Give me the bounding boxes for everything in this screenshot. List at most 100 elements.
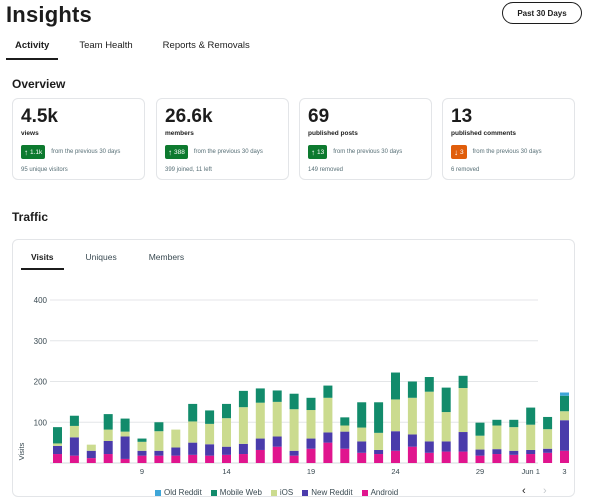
bar-segment — [509, 454, 519, 463]
bar-segment — [560, 411, 569, 421]
bar-segment — [53, 427, 62, 444]
chart-legend: Old Reddit Mobile Web iOS New Reddit And… — [155, 488, 398, 497]
bar-segment — [272, 390, 282, 402]
tab-uniques[interactable]: Uniques — [85, 252, 117, 262]
bar-segment — [357, 452, 367, 463]
bar-segment — [340, 448, 350, 463]
legend-item-ios[interactable]: iOS — [270, 488, 293, 497]
stat-card-published-comments: 13 published comments ↓ 3 from the previo… — [442, 98, 575, 180]
legend-swatch — [155, 489, 161, 496]
chevron-left-icon[interactable]: ‹ — [522, 485, 526, 497]
bar-segment — [509, 450, 519, 455]
bar-segment — [120, 431, 130, 437]
tab-team-health[interactable]: Team Health — [79, 40, 133, 51]
bar-segment — [374, 449, 384, 455]
bar-segment — [560, 420, 569, 451]
change-text: from the previous 30 days — [333, 149, 403, 155]
bar-segment — [171, 455, 181, 463]
bar-segment — [374, 402, 384, 433]
bar-segment — [272, 446, 282, 463]
bar-segment — [323, 385, 333, 398]
stat-value: 26.6k — [165, 106, 213, 127]
overview-title: Overview — [12, 77, 66, 91]
bar-segment — [543, 429, 553, 449]
bar-segment — [255, 438, 265, 450]
stat-card-views: 4.5k views ↑ 1.1k from the previous 30 da… — [12, 98, 145, 180]
change-text: from the previous 30 days — [51, 149, 121, 155]
bar-segment — [103, 454, 113, 463]
bar-segment — [53, 445, 62, 455]
date-range-button[interactable]: Past 30 Days — [502, 2, 582, 24]
bar-segment — [509, 419, 519, 428]
bar-segment — [154, 450, 164, 456]
stat-label: views — [21, 130, 39, 137]
bar-segment — [458, 375, 468, 389]
bar-segment — [391, 372, 400, 400]
chevron-right-icon[interactable]: › — [543, 485, 547, 497]
y-tick-label: 100 — [34, 418, 48, 427]
bar-segment — [306, 448, 316, 463]
stat-value: 4.5k — [21, 106, 58, 127]
bar-segment — [289, 450, 299, 456]
bar-segment — [458, 432, 468, 452]
bar-segment — [526, 449, 536, 455]
bar-segment — [272, 436, 282, 447]
bar-segment — [441, 387, 451, 413]
bar-segment — [205, 410, 215, 424]
bar-segment — [238, 454, 248, 463]
page-title: Insights — [6, 2, 92, 27]
bar-segment — [205, 423, 215, 445]
legend-item-old-reddit[interactable]: Old Reddit — [155, 488, 202, 497]
bar-segment — [238, 443, 248, 455]
bar-segment — [475, 422, 485, 436]
stat-subtext: 6 removed — [451, 167, 480, 173]
legend-item-mobile-web[interactable]: Mobile Web — [210, 488, 262, 497]
bar-segment — [323, 397, 333, 433]
tab-members[interactable]: Members — [148, 252, 185, 262]
legend-swatch — [302, 489, 309, 496]
bar-segment — [391, 399, 400, 432]
bar-segment — [272, 401, 282, 437]
bar-segment — [306, 438, 316, 449]
bar-segment — [86, 444, 96, 451]
bar-segment — [424, 391, 434, 442]
arrow-up-icon: ↑ — [24, 147, 28, 157]
arrow-up-icon: ↑ — [311, 147, 315, 157]
bar-segment — [222, 403, 231, 419]
tab-reports-removals[interactable]: Reports & Removals — [162, 40, 250, 51]
bar-segment — [69, 437, 79, 456]
bar-segment — [560, 450, 569, 463]
bar-segment — [289, 409, 299, 451]
bar-segment — [289, 455, 299, 463]
bar-segment — [154, 431, 164, 451]
arrow-down-icon: ↓ — [454, 147, 458, 157]
change-text: from the previous 30 days — [193, 149, 263, 155]
x-tick-label: 24 — [391, 467, 399, 476]
bar-segment — [492, 449, 502, 455]
traffic-tabs: Visits Uniques Members — [21, 252, 206, 270]
change-badge: ↑ 13 — [308, 145, 328, 159]
bar-segment — [120, 458, 130, 463]
bar-segment — [374, 432, 384, 450]
bar-segment — [560, 392, 569, 396]
tab-activity[interactable]: Activity — [6, 40, 59, 60]
bar-segment — [103, 414, 113, 430]
legend-item-new-reddit[interactable]: New Reddit — [302, 488, 353, 497]
bar-segment — [357, 441, 367, 453]
y-tick-label: 200 — [34, 378, 48, 387]
legend-item-android[interactable]: Android — [361, 488, 398, 497]
bar-segment — [205, 444, 215, 456]
bar-segment — [475, 455, 485, 463]
y-axis-label: Visits — [17, 442, 26, 460]
bar-segment — [492, 425, 502, 450]
tab-visits[interactable]: Visits — [21, 252, 64, 270]
bar-segment — [560, 395, 569, 412]
stat-label: published comments — [451, 130, 517, 137]
bar-segment — [543, 416, 553, 430]
bar-segment — [154, 455, 164, 463]
bar-segment — [205, 455, 215, 463]
bar-segment — [458, 388, 468, 433]
bar-segment — [137, 438, 147, 442]
x-tick-label: 14 — [222, 467, 230, 476]
bar-segment — [407, 434, 417, 447]
